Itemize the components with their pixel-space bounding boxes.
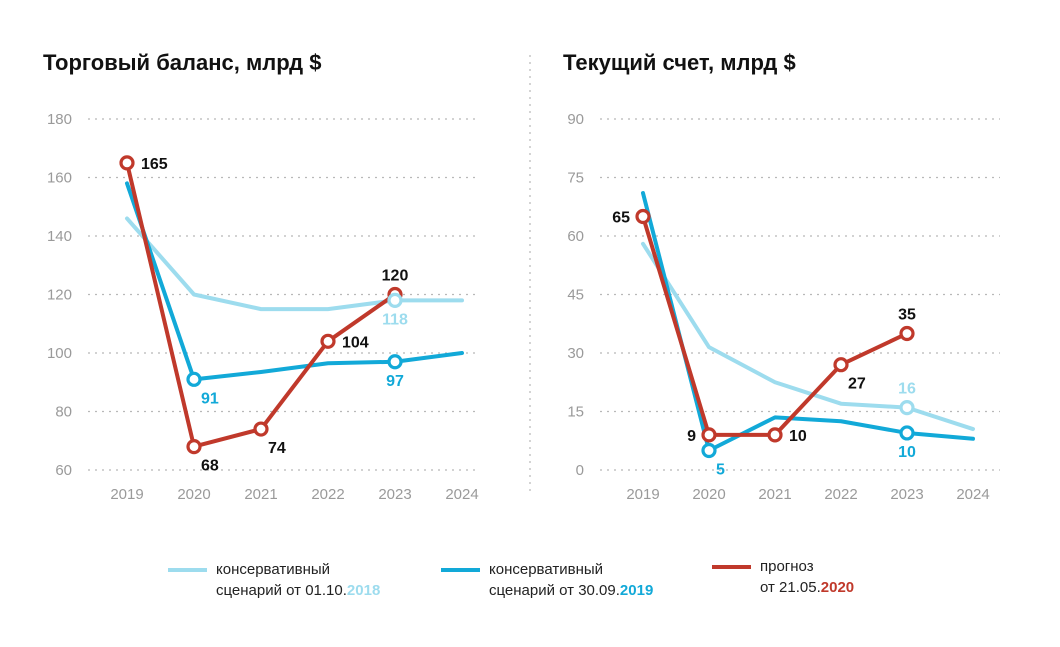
data-marker: [701, 442, 717, 459]
y-tick-label: 100: [47, 345, 72, 362]
data-label: 10: [898, 444, 916, 461]
data-label: 104: [342, 334, 369, 351]
legend-year: 2020: [821, 579, 854, 596]
x-tick-label: 2021: [758, 486, 791, 503]
legend-year: 2019: [620, 582, 653, 599]
trade-balance-chart: Торговый баланс, млрд $ 60 80 100 120 140 160…: [43, 50, 480, 503]
data-marker: [899, 325, 915, 342]
data-label: 165: [141, 156, 168, 173]
series-line-mid: [125, 181, 464, 382]
y-tick-label: 180: [47, 111, 72, 128]
data-marker: [387, 292, 403, 308]
legend-line2-prefix: сценарий от 30.09.: [489, 582, 620, 599]
x-tick-label: 2024: [445, 486, 478, 503]
y-tick-label: 45: [567, 287, 584, 304]
y-tick-label: 90: [567, 111, 584, 128]
y-tick-label: 30: [567, 345, 584, 362]
data-marker: [119, 155, 135, 171]
data-marker: [635, 208, 651, 225]
x-tick-label: 2023: [890, 486, 923, 503]
y-tick-label: 160: [47, 170, 72, 187]
data-marker: [833, 357, 849, 373]
legend: консервативный сценарий от 01.10.2018 ко…: [168, 558, 854, 599]
legend-line1: консервативный: [489, 561, 603, 578]
y-tick-label: 75: [567, 170, 584, 187]
legend-line2: от 21.05.2020: [760, 579, 854, 596]
x-tick-label: 2021: [244, 486, 277, 503]
y-tick-label: 15: [567, 404, 584, 421]
x-tick-label: 2024: [956, 486, 989, 503]
data-marker: [701, 427, 717, 443]
legend-line2-prefix: сценарий от 01.10.: [216, 582, 347, 599]
data-label: 68: [201, 458, 219, 475]
data-marker: [320, 333, 336, 349]
data-label: 27: [848, 376, 866, 393]
data-label: 120: [382, 268, 409, 285]
data-marker: [387, 354, 403, 370]
data-marker: [253, 421, 269, 437]
data-label: 5: [716, 462, 725, 479]
y-tick-label: 60: [567, 228, 584, 245]
data-marker: [186, 439, 202, 455]
legend-item-2020: прогноз от 21.05.2020: [712, 558, 854, 596]
x-tick-label: 2019: [110, 486, 143, 503]
series-line-mid: [641, 191, 975, 453]
data-label: 97: [386, 373, 404, 390]
y-tick-label: 140: [47, 228, 72, 245]
data-label: 91: [201, 390, 219, 407]
legend-line2: сценарий от 01.10.2018: [216, 582, 380, 599]
legend-line1: консервативный: [216, 561, 330, 578]
x-tick-label: 2022: [824, 486, 857, 503]
x-tick-label: 2020: [177, 486, 210, 503]
data-label: 118: [382, 311, 408, 328]
legend-line2-prefix: от 21.05.: [760, 579, 821, 596]
x-tick-label: 2022: [311, 486, 344, 503]
x-tick-label: 2023: [378, 486, 411, 503]
y-tick-label: 60: [55, 462, 72, 479]
data-marker: [186, 371, 202, 387]
series-line-red: [641, 214, 909, 437]
legend-year: 2018: [347, 582, 380, 599]
x-tick-label: 2020: [692, 486, 725, 503]
data-marker: [899, 400, 915, 416]
y-tick-label: 80: [55, 404, 72, 421]
legend-line1: прогноз: [760, 558, 814, 575]
y-tick-label: 0: [576, 462, 584, 479]
y-tick-label: 120: [47, 287, 72, 304]
series-line-light: [641, 241, 975, 432]
series-line-light: [125, 216, 464, 312]
current-account-chart: Текущий счет, млрд $ 0 15 30 45 60 75 90 2019 20…: [563, 50, 1000, 503]
data-label: 74: [268, 440, 286, 457]
x-tick-label: 2019: [626, 486, 659, 503]
legend-line2: сценарий от 30.09.2019: [489, 582, 653, 599]
legend-item-2018: консервативный сценарий от 01.10.2018: [168, 561, 380, 599]
chart-title: Текущий счет, млрд $: [563, 50, 796, 75]
data-label: 35: [898, 307, 916, 324]
data-label: 16: [898, 381, 916, 398]
data-marker: [899, 425, 915, 441]
data-label: 9: [687, 428, 696, 445]
data-marker: [767, 427, 783, 443]
legend-item-2019: консервативный сценарий от 30.09.2019: [441, 561, 653, 599]
data-label: 10: [789, 428, 807, 445]
data-label: 65: [612, 210, 630, 227]
chart-title: Торговый баланс, млрд $: [43, 50, 321, 75]
